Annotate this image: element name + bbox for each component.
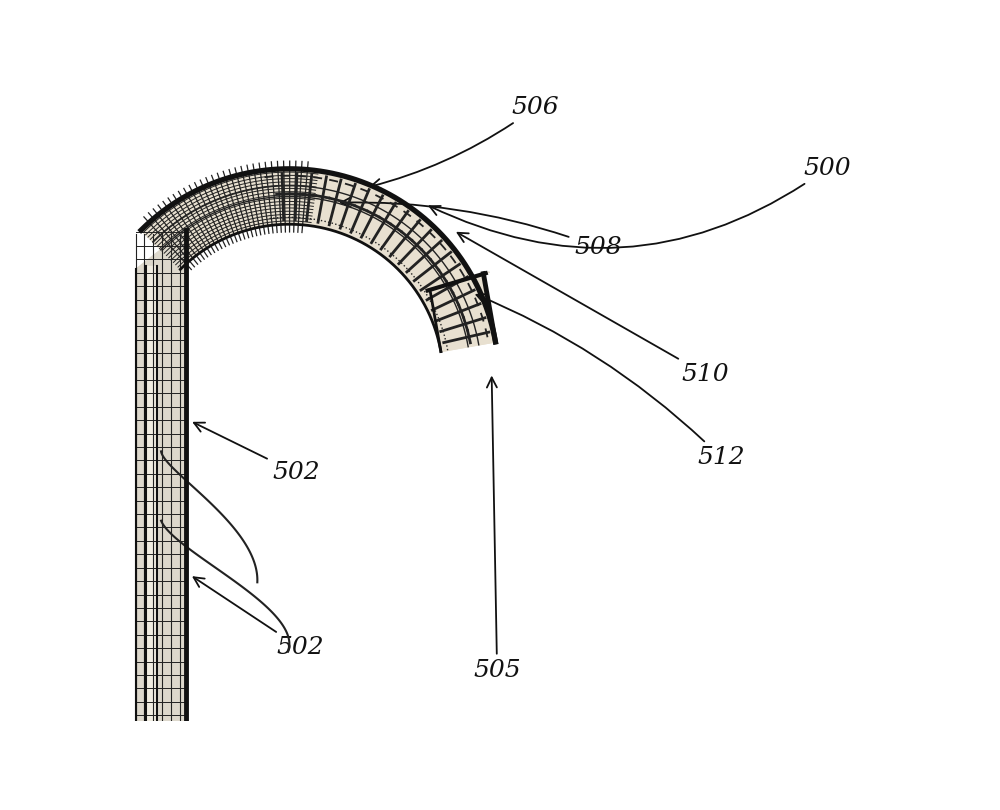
Polygon shape [136,230,186,736]
Polygon shape [426,272,489,291]
Text: 502: 502 [194,423,320,484]
Text: 512: 512 [476,294,745,469]
Polygon shape [430,274,495,352]
Text: 502: 502 [194,578,324,659]
Text: 508: 508 [341,198,622,259]
Text: 500: 500 [430,156,851,248]
Text: 510: 510 [458,232,730,386]
Polygon shape [141,168,495,352]
Text: 506: 506 [371,96,559,189]
Text: 505: 505 [473,377,521,682]
Polygon shape [145,266,157,736]
